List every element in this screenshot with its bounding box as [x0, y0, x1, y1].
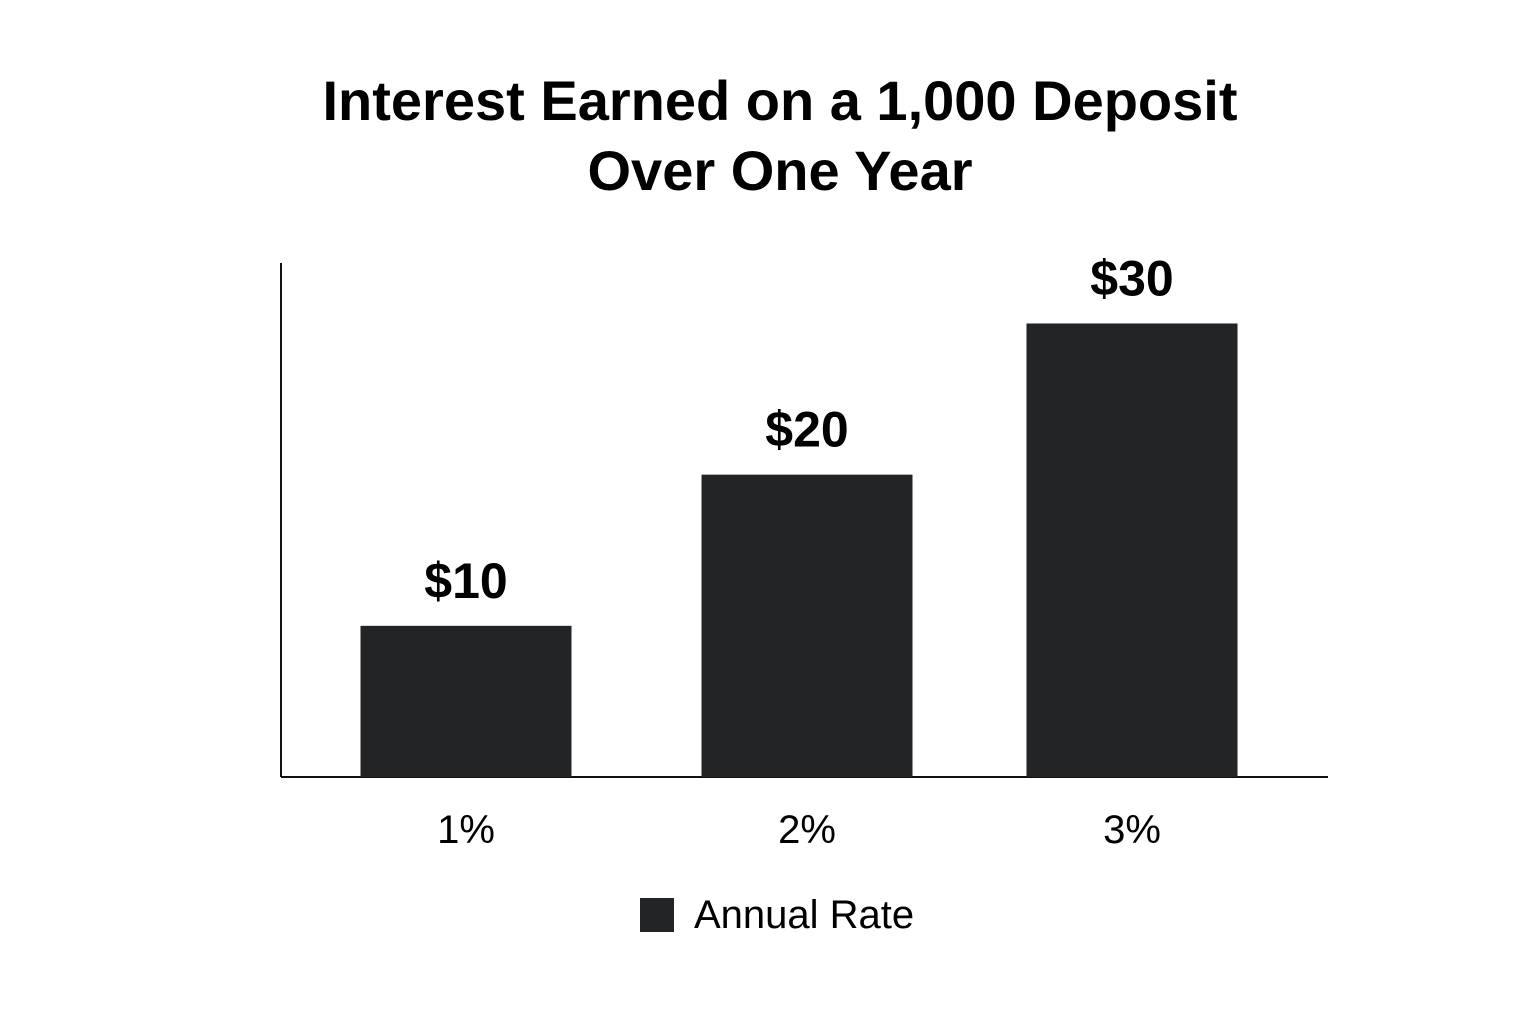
x-tick-label: 1% [437, 808, 495, 852]
bars-group [360, 323, 1238, 777]
bar-value-label: $30 [1090, 250, 1173, 306]
chart-title-line-1: Interest Earned on a 1,000 Deposit [322, 69, 1238, 132]
x-tick-label: 3% [1103, 808, 1161, 852]
legend-swatch [640, 898, 674, 932]
legend-label: Annual Rate [694, 892, 915, 937]
bar-value-label: $10 [424, 553, 507, 609]
bar-1pct [360, 625, 572, 777]
chart-title: Interest Earned on a 1,000 Deposit Over … [0, 66, 1536, 206]
x-tick-label: 2% [778, 808, 836, 852]
bar-3pct [1026, 323, 1238, 777]
chart-title-line-2: Over One Year [587, 139, 973, 202]
value-labels-group: $10 $20 $30 [424, 250, 1173, 608]
bar-2pct [701, 474, 913, 777]
legend: Annual Rate [640, 893, 914, 937]
x-tick-labels-group: 1% 2% 3% [437, 808, 1161, 852]
bar-value-label: $20 [765, 402, 848, 458]
